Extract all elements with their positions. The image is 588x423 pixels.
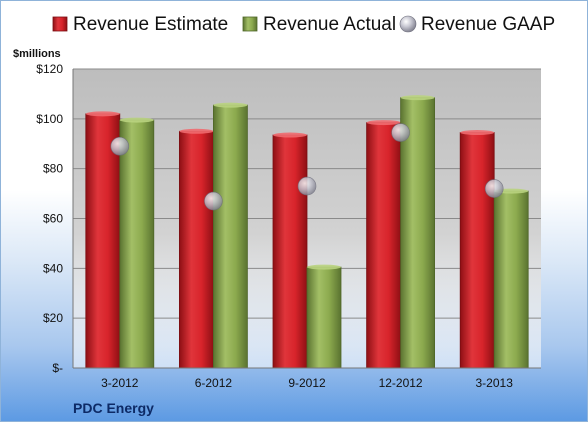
x-tick-label: 9-2012 (288, 376, 326, 390)
marker-revenue-gaap (391, 123, 410, 142)
legend-swatch (242, 16, 258, 32)
bar-cap (213, 102, 248, 108)
marker-revenue-gaap (297, 176, 317, 196)
company-name: PDC Energy (73, 400, 154, 416)
y-tick-label: $100 (36, 112, 63, 126)
bar-cap (273, 132, 307, 138)
bar-revenue-estimate (178, 130, 214, 369)
bar-revenue-estimate (272, 134, 308, 369)
bar-cap (119, 117, 154, 123)
y-tick-label: $40 (43, 261, 63, 275)
x-tick-label: 6-2012 (195, 376, 233, 390)
bar-cap (366, 120, 401, 126)
x-tick-label: 12-2012 (379, 376, 423, 390)
bar-revenue-actual (306, 266, 342, 369)
bar-revenue-actual (493, 190, 529, 369)
legend-label: Revenue GAAP (421, 14, 555, 35)
legend-swatch (52, 16, 68, 32)
legend-swatch (399, 15, 417, 33)
legend-label: Revenue Actual (263, 14, 396, 35)
bar-revenue-actual (119, 119, 155, 369)
bar-cap (85, 111, 120, 117)
bar-revenue-actual (400, 97, 436, 369)
legend-label: Revenue Estimate (73, 14, 228, 35)
y-tick-label: $120 (36, 62, 63, 76)
y-tick-label: $60 (43, 212, 63, 226)
bar-cap (460, 130, 495, 136)
bar-cap (307, 264, 341, 270)
x-tick-label: 3-2012 (101, 376, 139, 390)
bar-cap (179, 128, 214, 134)
bar-revenue-estimate (366, 122, 402, 369)
marker-revenue-gaap (484, 179, 504, 198)
marker-revenue-gaap (204, 191, 223, 211)
y-tick-label: $- (52, 361, 63, 375)
marker-revenue-gaap (110, 136, 130, 156)
x-tick-label: 3-2013 (476, 376, 514, 390)
y-tick-label: $20 (43, 311, 63, 325)
bar-cap (400, 95, 435, 101)
bar-revenue-estimate (459, 132, 495, 369)
bar-revenue-actual (212, 104, 248, 369)
unit-label: $millions (13, 48, 61, 60)
y-tick-label: $80 (43, 162, 63, 176)
